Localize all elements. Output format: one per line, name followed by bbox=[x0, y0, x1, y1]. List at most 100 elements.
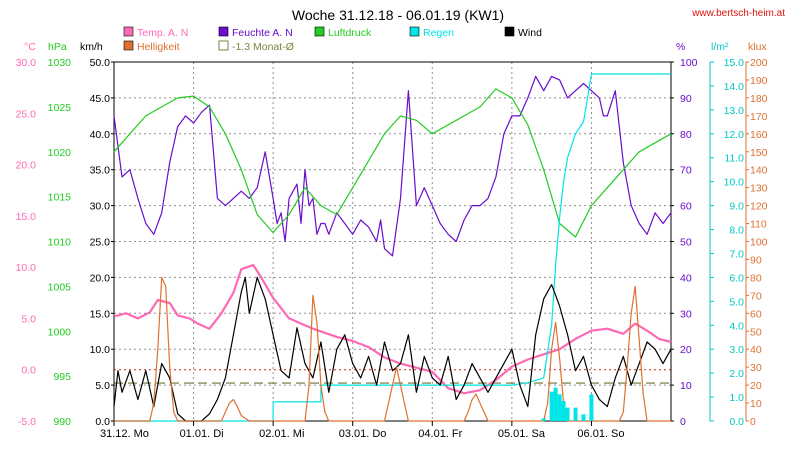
humidity-tick-label: 80 bbox=[680, 129, 692, 141]
lux-tick-label: 50 bbox=[750, 326, 762, 338]
pressure-tick-label: 1020 bbox=[48, 147, 72, 159]
wind-tick-label: 20.0 bbox=[90, 272, 111, 284]
wind-tick-label: 10.0 bbox=[90, 344, 111, 356]
humidity-tick-label: 90 bbox=[680, 93, 692, 105]
rain-tick-label: 10.0 bbox=[724, 177, 745, 189]
rain-bar bbox=[573, 407, 578, 421]
humidity-tick-label: 60 bbox=[680, 201, 692, 213]
temp-tick-label: 10.0 bbox=[16, 262, 37, 274]
temp-unit-label: °C bbox=[24, 41, 36, 53]
lux-tick-label: 190 bbox=[750, 75, 768, 87]
legend-label: Wind bbox=[518, 27, 542, 39]
lux-tick-label: 200 bbox=[750, 57, 768, 69]
legend-label: -1.3 Monat-Ø bbox=[232, 41, 294, 53]
rain-tick-label: 14.0 bbox=[724, 81, 745, 93]
series-luftdruck bbox=[113, 88, 672, 238]
lux-tick-label: 180 bbox=[750, 93, 768, 105]
pressure-tick-label: 1015 bbox=[48, 192, 72, 204]
humidity-unit-label: % bbox=[676, 41, 685, 53]
lux-tick-label: 160 bbox=[750, 129, 768, 141]
series-helligkeit bbox=[114, 276, 671, 422]
temp-tick-label: 0.0 bbox=[21, 365, 36, 377]
rain-tick-label: 5.0 bbox=[729, 296, 744, 308]
wind-tick-label: 45.0 bbox=[90, 93, 111, 105]
legend-swatch bbox=[123, 40, 134, 51]
lux-tick-label: 90 bbox=[750, 254, 762, 266]
wind-unit-label: km/h bbox=[80, 41, 103, 53]
axis-units: °C hPa km/h% l/m² klux bbox=[24, 41, 767, 53]
rain-tick-label: 0.0 bbox=[729, 416, 744, 428]
rain-tick-label: 1.0 bbox=[729, 392, 744, 404]
pressure-unit-label: hPa bbox=[48, 41, 67, 53]
temp-tick-label: 30.0 bbox=[16, 57, 37, 69]
legend-label: Regen bbox=[423, 27, 454, 39]
rain-bar bbox=[541, 418, 546, 421]
series-regen bbox=[114, 73, 671, 422]
x-tick-label: 03.01. Do bbox=[339, 428, 387, 440]
x-tick-label: 31.12. Mo bbox=[100, 428, 149, 440]
rain-tick-label: 11.0 bbox=[724, 153, 744, 165]
legend-label: Temp. A. N bbox=[137, 27, 188, 39]
legend-label: Helligkeit bbox=[137, 41, 180, 53]
humidity-tick-label: 10 bbox=[680, 380, 692, 392]
legend-label: Luftdruck bbox=[328, 27, 372, 39]
lux-tick-label: 30 bbox=[750, 362, 762, 374]
pressure-tick-label: 1010 bbox=[48, 237, 72, 249]
wind-tick-label: 40.0 bbox=[90, 129, 111, 141]
x-axis-labels: 31.12. Mo 01.01. Di 02.01. Mi 03.01. Do 04.0… bbox=[100, 421, 625, 440]
legend-swatch bbox=[218, 40, 229, 51]
rain-bar bbox=[553, 387, 558, 421]
wind-tick-label: 0.0 bbox=[95, 416, 110, 428]
pressure-tick-label: 1005 bbox=[48, 281, 72, 293]
x-tick-label: 02.01. Mi bbox=[259, 428, 304, 440]
series bbox=[113, 73, 672, 422]
legend: Temp. A. N Feuchte A. N Luftdruck Regen Wind… bbox=[123, 26, 542, 53]
legend-swatch bbox=[314, 26, 325, 37]
pressure-tick-label: 1000 bbox=[48, 326, 72, 338]
temp-tick-label: 25.0 bbox=[16, 108, 37, 120]
wind-tick-label: 35.0 bbox=[90, 165, 111, 177]
lux-tick-label: 170 bbox=[750, 111, 768, 123]
plot-frame bbox=[113, 61, 672, 422]
lux-tick-label: 40 bbox=[750, 344, 762, 356]
rain-tick-label: 8.0 bbox=[729, 225, 744, 237]
series-wind bbox=[113, 276, 672, 422]
pressure-tick-label: 1025 bbox=[48, 102, 72, 114]
lux-tick-label: 110 bbox=[750, 219, 767, 231]
rain-tick-label: 6.0 bbox=[729, 272, 744, 284]
pressure-tick-label: 990 bbox=[53, 416, 71, 428]
axes: 30.0 25.0 20.0 15.0 10.0 5.0 0.0 -5.0 10 30 1025 10… bbox=[16, 57, 768, 428]
lux-tick-label: 20 bbox=[750, 380, 762, 392]
lux-tick-label: 60 bbox=[750, 308, 762, 320]
lux-tick-label: 120 bbox=[750, 201, 768, 213]
legend-swatch bbox=[504, 26, 515, 37]
lux-tick-label: 0 bbox=[750, 416, 756, 428]
x-tick-label: 04.01. Fr bbox=[418, 428, 462, 440]
grid bbox=[114, 62, 671, 421]
lux-tick-label: 140 bbox=[750, 165, 768, 177]
source-link[interactable]: www.bertsch-heim.at bbox=[691, 8, 785, 19]
rain-tick-label: 4.0 bbox=[729, 320, 744, 332]
series-temp-a-n bbox=[113, 264, 672, 395]
temp-tick-label: 15.0 bbox=[16, 211, 37, 223]
rain-tick-label: 9.0 bbox=[729, 201, 744, 213]
rain-bar bbox=[581, 414, 586, 421]
lux-tick-label: 70 bbox=[750, 290, 762, 302]
lux-tick-label: 150 bbox=[750, 147, 768, 159]
temp-tick-label: -5.0 bbox=[18, 416, 36, 428]
rain-tick-label: 3.0 bbox=[729, 344, 744, 356]
humidity-tick-label: 30 bbox=[680, 308, 692, 320]
legend-swatch bbox=[218, 26, 229, 37]
rain-tick-label: 12.0 bbox=[724, 129, 745, 141]
x-tick-label: 01.01. Di bbox=[180, 428, 224, 440]
legend-swatch bbox=[123, 26, 134, 37]
lux-tick-label: 100 bbox=[750, 237, 768, 249]
legend-swatch bbox=[409, 26, 420, 37]
rain-tick-label: 15.0 bbox=[724, 57, 745, 69]
rain-tick-label: 13.0 bbox=[724, 105, 745, 117]
x-tick-label: 06.01. So bbox=[577, 428, 624, 440]
rain-bar bbox=[557, 394, 562, 421]
humidity-tick-label: 100 bbox=[680, 57, 698, 69]
rain-bar bbox=[589, 394, 594, 421]
pressure-tick-label: 995 bbox=[53, 371, 71, 383]
